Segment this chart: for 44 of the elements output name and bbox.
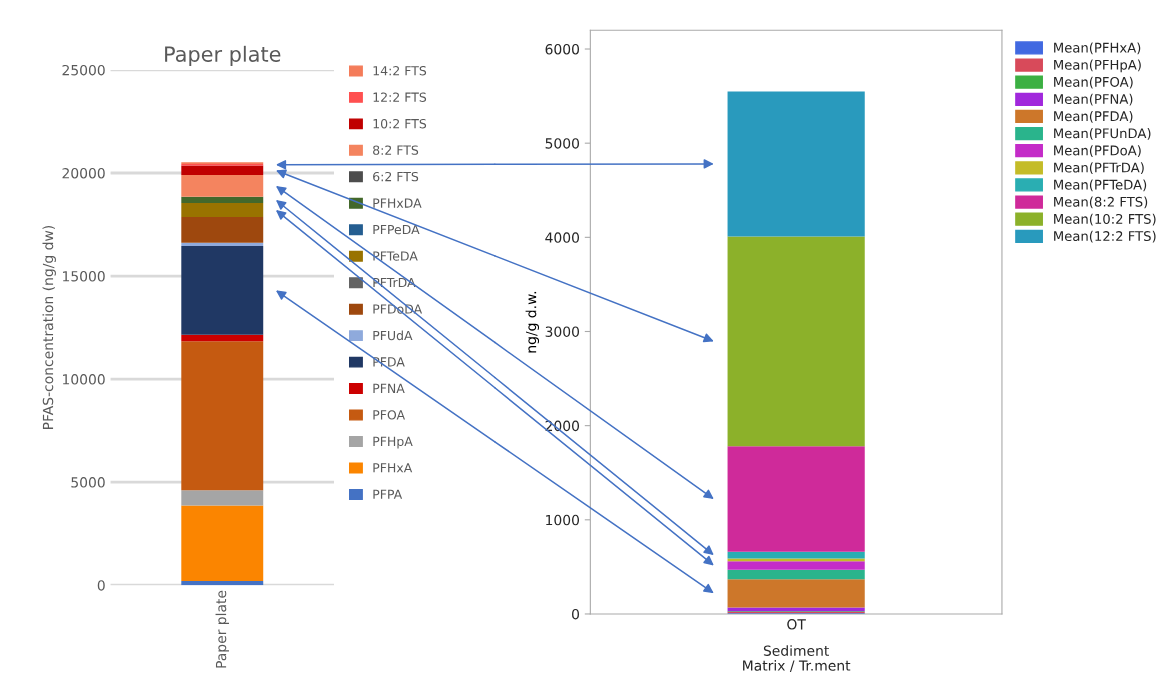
legend-label: 8:2 FTS — [373, 145, 419, 155]
y-tick-label: 1000 — [546, 514, 580, 526]
y-axis-title: ng/g d.w. — [525, 291, 540, 353]
y-tick-label: 0 — [572, 608, 580, 620]
legend-label: PFNA — [373, 383, 405, 393]
y-tick-label: 5000 — [71, 477, 105, 488]
legend-label: PFTeDA — [373, 251, 418, 261]
legend-label: PFOA — [373, 410, 405, 420]
legend-label: Mean(PFOA) — [1054, 76, 1133, 89]
legend-label: 12:2 FTS — [373, 92, 427, 102]
legend-label: PFUdA — [373, 330, 413, 341]
legend-label: Mean(PFTrDA) — [1054, 162, 1144, 175]
y-tick-label: 4000 — [545, 232, 580, 243]
legend-label: Mean(PFDoA) — [1054, 145, 1141, 157]
text: Sediment — [763, 645, 829, 656]
legend-label: Mean(10:2 FTS) — [1054, 213, 1156, 226]
legend-label: PFHxDA — [373, 198, 422, 208]
legend-label: PFPeDA — [373, 224, 420, 235]
legend-label: Mean(PFHpA) — [1054, 59, 1141, 73]
legend-label: PFHpA — [373, 436, 413, 449]
text: Paper plate — [215, 590, 229, 668]
legend-label: Mean(PFNA) — [1054, 93, 1133, 106]
x-axis-title: Matrix / Tr.ment — [743, 660, 851, 672]
y-tick-label: 25000 — [62, 64, 105, 76]
y-tick-label: 0 — [97, 580, 105, 591]
legend-label: 6:2 FTS — [373, 171, 419, 182]
y-tick-label: 3000 — [545, 326, 580, 337]
legend-label: Mean(PFTeDA) — [1054, 179, 1147, 192]
x-tick-label: OT — [787, 619, 806, 630]
y-tick-label: 15000 — [63, 271, 105, 282]
y-tick-label: 20000 — [62, 167, 105, 179]
legend-label: Mean(PFHxA) — [1054, 42, 1141, 55]
legend-label: Mean(12:2 FTS) — [1054, 230, 1156, 243]
legend-label: Mean(PFUnDA) — [1054, 128, 1151, 140]
legend-label: 10:2 FTS — [373, 118, 427, 129]
y-tick-label: 10000 — [63, 374, 105, 385]
y-tick-label: 6000 — [545, 43, 580, 55]
y-axis-title: PFAS-concentration (ng/g dw) — [42, 225, 56, 429]
legend-label: Mean(PFDA) — [1054, 110, 1133, 123]
legend-label: PFPA — [373, 489, 403, 499]
y-tick-label: 5000 — [545, 138, 580, 149]
legend-label: PFHxA — [373, 463, 413, 473]
legend-label: Mean(8:2 FTS) — [1054, 196, 1148, 209]
legend-label: 14:2 FTS — [373, 65, 427, 76]
